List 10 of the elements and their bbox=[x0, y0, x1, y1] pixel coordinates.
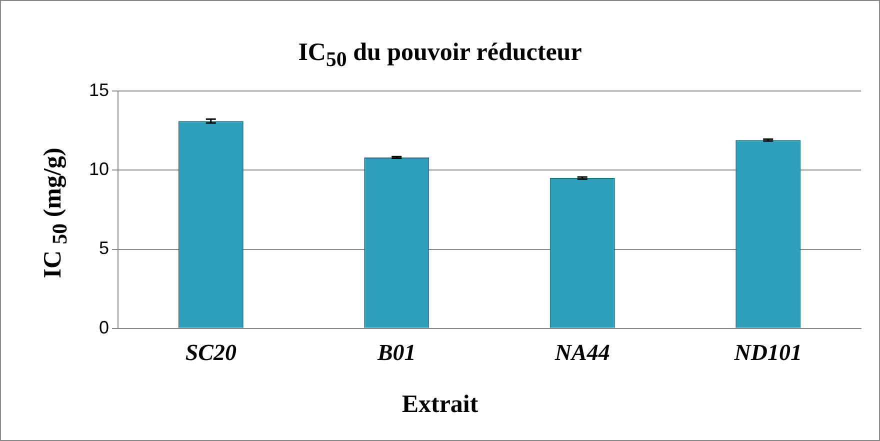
y-tick-label: 0 bbox=[99, 317, 110, 338]
y-tick-label: 10 bbox=[88, 159, 110, 180]
y-tick-label: 15 bbox=[88, 80, 110, 100]
x-tick-label: NA44 bbox=[554, 340, 610, 366]
x-tick-label: ND101 bbox=[733, 340, 802, 366]
x-tick-label: SC20 bbox=[185, 340, 237, 366]
x-tick-label: B01 bbox=[376, 340, 416, 366]
x-axis-title: Extrait bbox=[400, 391, 480, 419]
chart-title: IC$_{50}$ du pouvoir réducteur bbox=[297, 39, 583, 72]
y-tick-label: 5 bbox=[99, 238, 110, 258]
